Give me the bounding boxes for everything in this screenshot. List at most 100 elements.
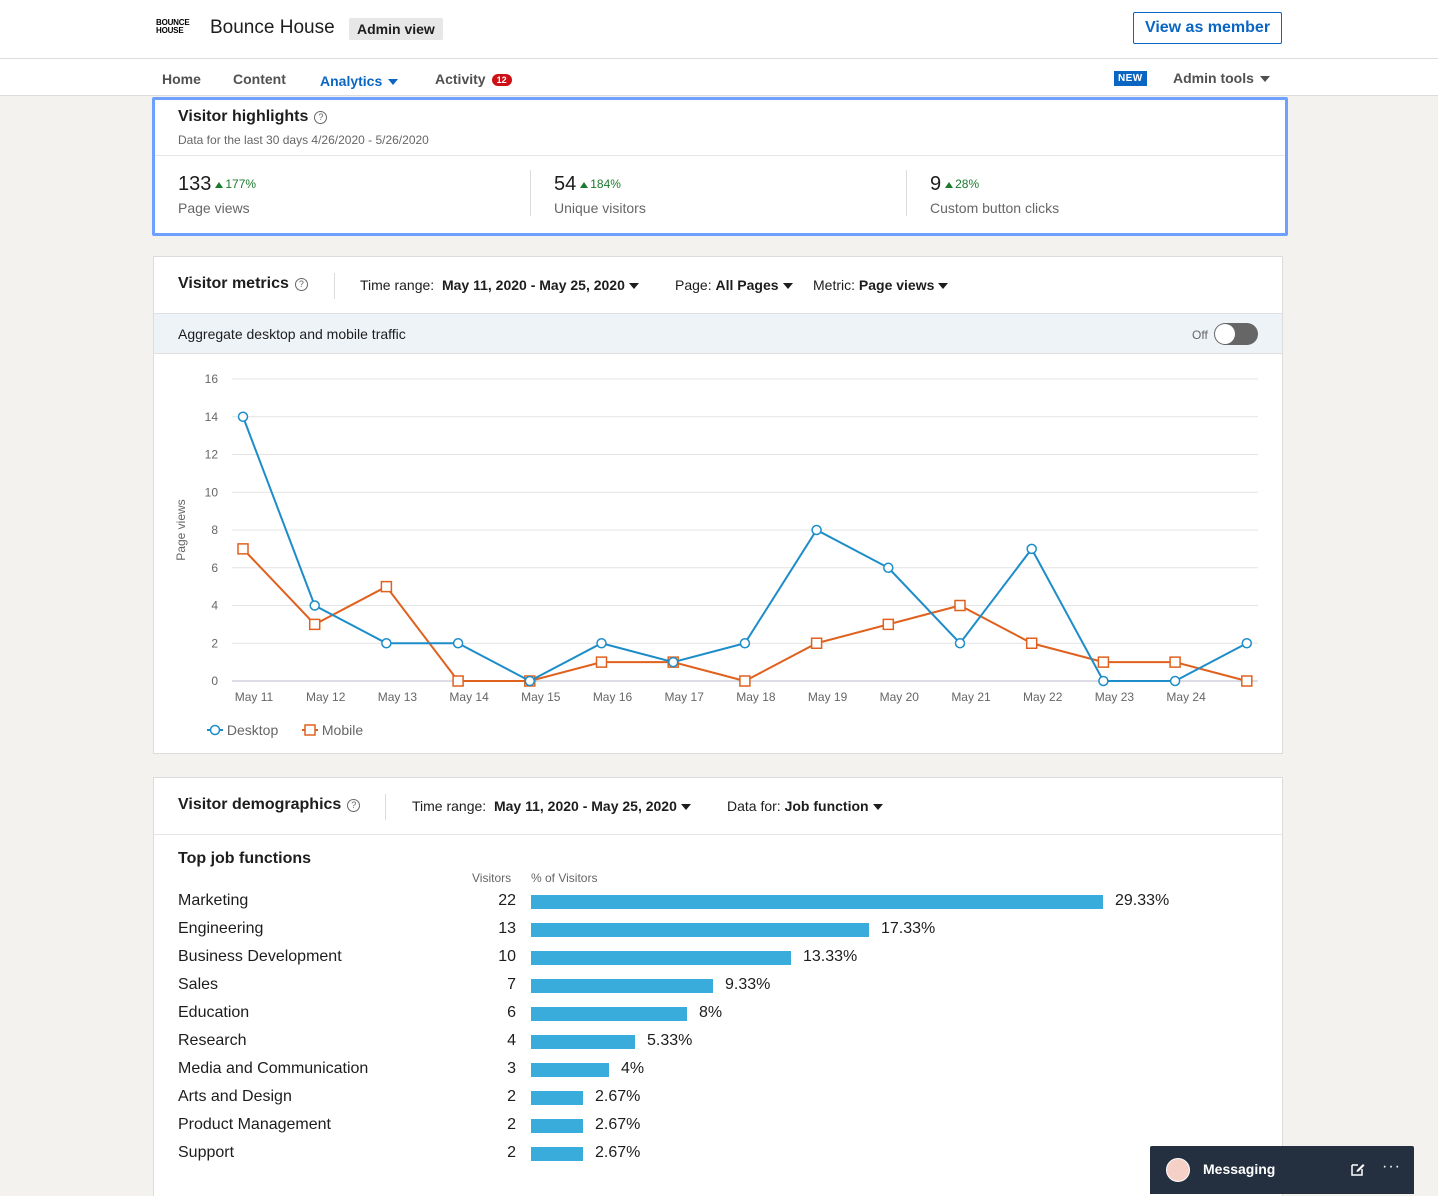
mobile-series-line	[242, 548, 1248, 683]
up-arrow-icon	[215, 182, 224, 188]
time-range-filter[interactable]: Time range: May 11, 2020 - May 25, 2020	[360, 277, 639, 293]
job-pct-bar	[531, 923, 869, 937]
up-arrow-icon	[580, 182, 589, 188]
notification-badge: 12	[491, 74, 512, 86]
legend-desktop-label: Desktop	[226, 722, 279, 738]
stat-change-text: 184%	[590, 177, 621, 191]
y-axis-label: Page views	[174, 499, 188, 560]
compose-icon[interactable]	[1350, 1161, 1366, 1177]
job-visitor-count: 22	[498, 892, 516, 909]
company-name[interactable]: Bounce House	[210, 17, 335, 38]
logo-line-1: BOUNCE	[156, 18, 190, 27]
divider	[906, 170, 907, 216]
admin-tools-label: Admin tools	[1173, 70, 1254, 86]
nav-analytics-label: Analytics	[320, 73, 383, 89]
job-pct-bar	[531, 1063, 609, 1077]
legend-desktop[interactable]: Desktop	[207, 722, 278, 738]
aggregate-label: Aggregate desktop and mobile traffic	[178, 326, 406, 342]
x-tick-label: May 19	[808, 690, 848, 704]
metrics-title-text: Visitor metrics	[178, 275, 289, 292]
divider	[530, 170, 531, 216]
divider	[334, 273, 335, 299]
mobile-legend-marker	[302, 724, 318, 736]
job-function-row: Arts and Design 2 2.67%	[154, 1086, 1282, 1110]
messaging-label: Messaging	[1203, 1161, 1276, 1177]
admin-tools-menu[interactable]: Admin tools	[1173, 70, 1270, 86]
job-visitor-count: 2	[507, 1088, 516, 1105]
caret-down-icon	[872, 804, 883, 811]
pct-column-header: % of Visitors	[531, 871, 598, 885]
y-tick-label: 16	[205, 372, 219, 386]
data-for-label: Data for:	[727, 798, 781, 814]
x-tick-label: May 23	[1095, 690, 1135, 704]
highlights-subtitle: Data for the last 30 days 4/26/2020 - 5/…	[178, 133, 429, 147]
mobile-data-point	[1169, 656, 1181, 668]
job-visitor-count: 6	[507, 1004, 516, 1021]
highlights-title: Visitor highlights?	[178, 108, 328, 126]
x-tick-label: May 18	[736, 690, 776, 704]
nav-content[interactable]: Content	[233, 71, 286, 87]
desktop-data-point	[954, 638, 966, 649]
desktop-data-point	[1026, 543, 1037, 555]
stat-label: Page views	[178, 200, 250, 216]
stat-change-text: 28%	[955, 177, 980, 191]
job-visitor-count: 4	[507, 1032, 516, 1049]
job-visitor-count: 13	[498, 920, 516, 937]
caret-down-icon	[388, 79, 399, 86]
x-tick-label: May 15	[521, 690, 561, 704]
avatar	[1166, 1158, 1190, 1182]
demographics-title: Visitor demographics?	[178, 796, 361, 814]
job-pct-label: 13.33%	[803, 948, 858, 965]
job-function-row: Marketing 22 29.33%	[154, 890, 1282, 914]
caret-down-icon	[782, 283, 793, 290]
data-for-value: Job function	[784, 798, 869, 814]
desktop-data-point	[237, 411, 249, 422]
desktop-data-point	[883, 562, 894, 573]
job-function-name: Sales	[178, 976, 219, 993]
toggle-state-label: Off	[1192, 328, 1208, 342]
job-pct-bar	[531, 1147, 583, 1161]
aggregate-toggle[interactable]	[1214, 323, 1258, 345]
metric-filter-value: Page views	[858, 277, 935, 293]
more-icon[interactable]: ···	[1382, 1158, 1401, 1175]
view-as-member-button[interactable]: View as member	[1133, 12, 1282, 44]
stat-change-text: 177%	[225, 177, 257, 191]
visitor-highlights-card: Visitor highlights? Data for the last 30…	[152, 97, 1288, 236]
caret-down-icon	[628, 283, 639, 290]
mobile-data-point	[1241, 675, 1253, 687]
help-icon[interactable]: ?	[294, 278, 308, 291]
legend-mobile[interactable]: Mobile	[302, 722, 363, 738]
stat-label: Unique visitors	[554, 200, 646, 216]
divider	[154, 834, 1282, 835]
divider	[155, 155, 1285, 156]
job-function-name: Business Development	[178, 948, 342, 965]
desktop-data-point	[381, 638, 392, 649]
y-tick-label: 8	[211, 523, 218, 537]
mobile-data-point	[1025, 637, 1038, 649]
help-icon[interactable]: ?	[314, 111, 328, 124]
page-filter-value: All Pages	[715, 277, 779, 293]
company-logo[interactable]: BOUNCE HOUSE	[156, 19, 196, 37]
job-pct-label: 2.67%	[595, 1116, 641, 1133]
job-function-name: Media and Communication	[178, 1060, 369, 1077]
nav-home[interactable]: Home	[162, 71, 201, 87]
job-pct-bar	[531, 1119, 583, 1133]
job-function-row: Product Management 2 2.67%	[154, 1114, 1282, 1138]
desktop-data-point	[309, 600, 320, 611]
stat-unique-visitors: 54 184% Unique visitors	[554, 173, 646, 216]
job-function-row: Business Development 10 13.33%	[154, 946, 1282, 970]
help-icon[interactable]: ?	[347, 799, 361, 812]
job-pct-label: 9.33%	[725, 976, 771, 993]
metric-filter[interactable]: Metric: Page views	[813, 277, 949, 293]
mobile-data-point	[380, 580, 393, 593]
stat-change: 184%	[580, 177, 621, 191]
visitor-demographics-card: Visitor demographics? Time range: May 11…	[153, 777, 1283, 1196]
desktop-data-point	[596, 638, 607, 649]
demo-time-range-filter[interactable]: Time range: May 11, 2020 - May 25, 2020	[412, 798, 691, 814]
messaging-widget[interactable]: Messaging ···	[1150, 1146, 1414, 1194]
page-filter[interactable]: Page: All Pages	[675, 277, 793, 293]
data-for-filter[interactable]: Data for: Job function	[727, 798, 883, 814]
nav-analytics[interactable]: Analytics	[320, 73, 399, 89]
job-function-row: Sales 7 9.33%	[154, 974, 1282, 998]
nav-activity[interactable]: Activity 12	[435, 71, 512, 87]
